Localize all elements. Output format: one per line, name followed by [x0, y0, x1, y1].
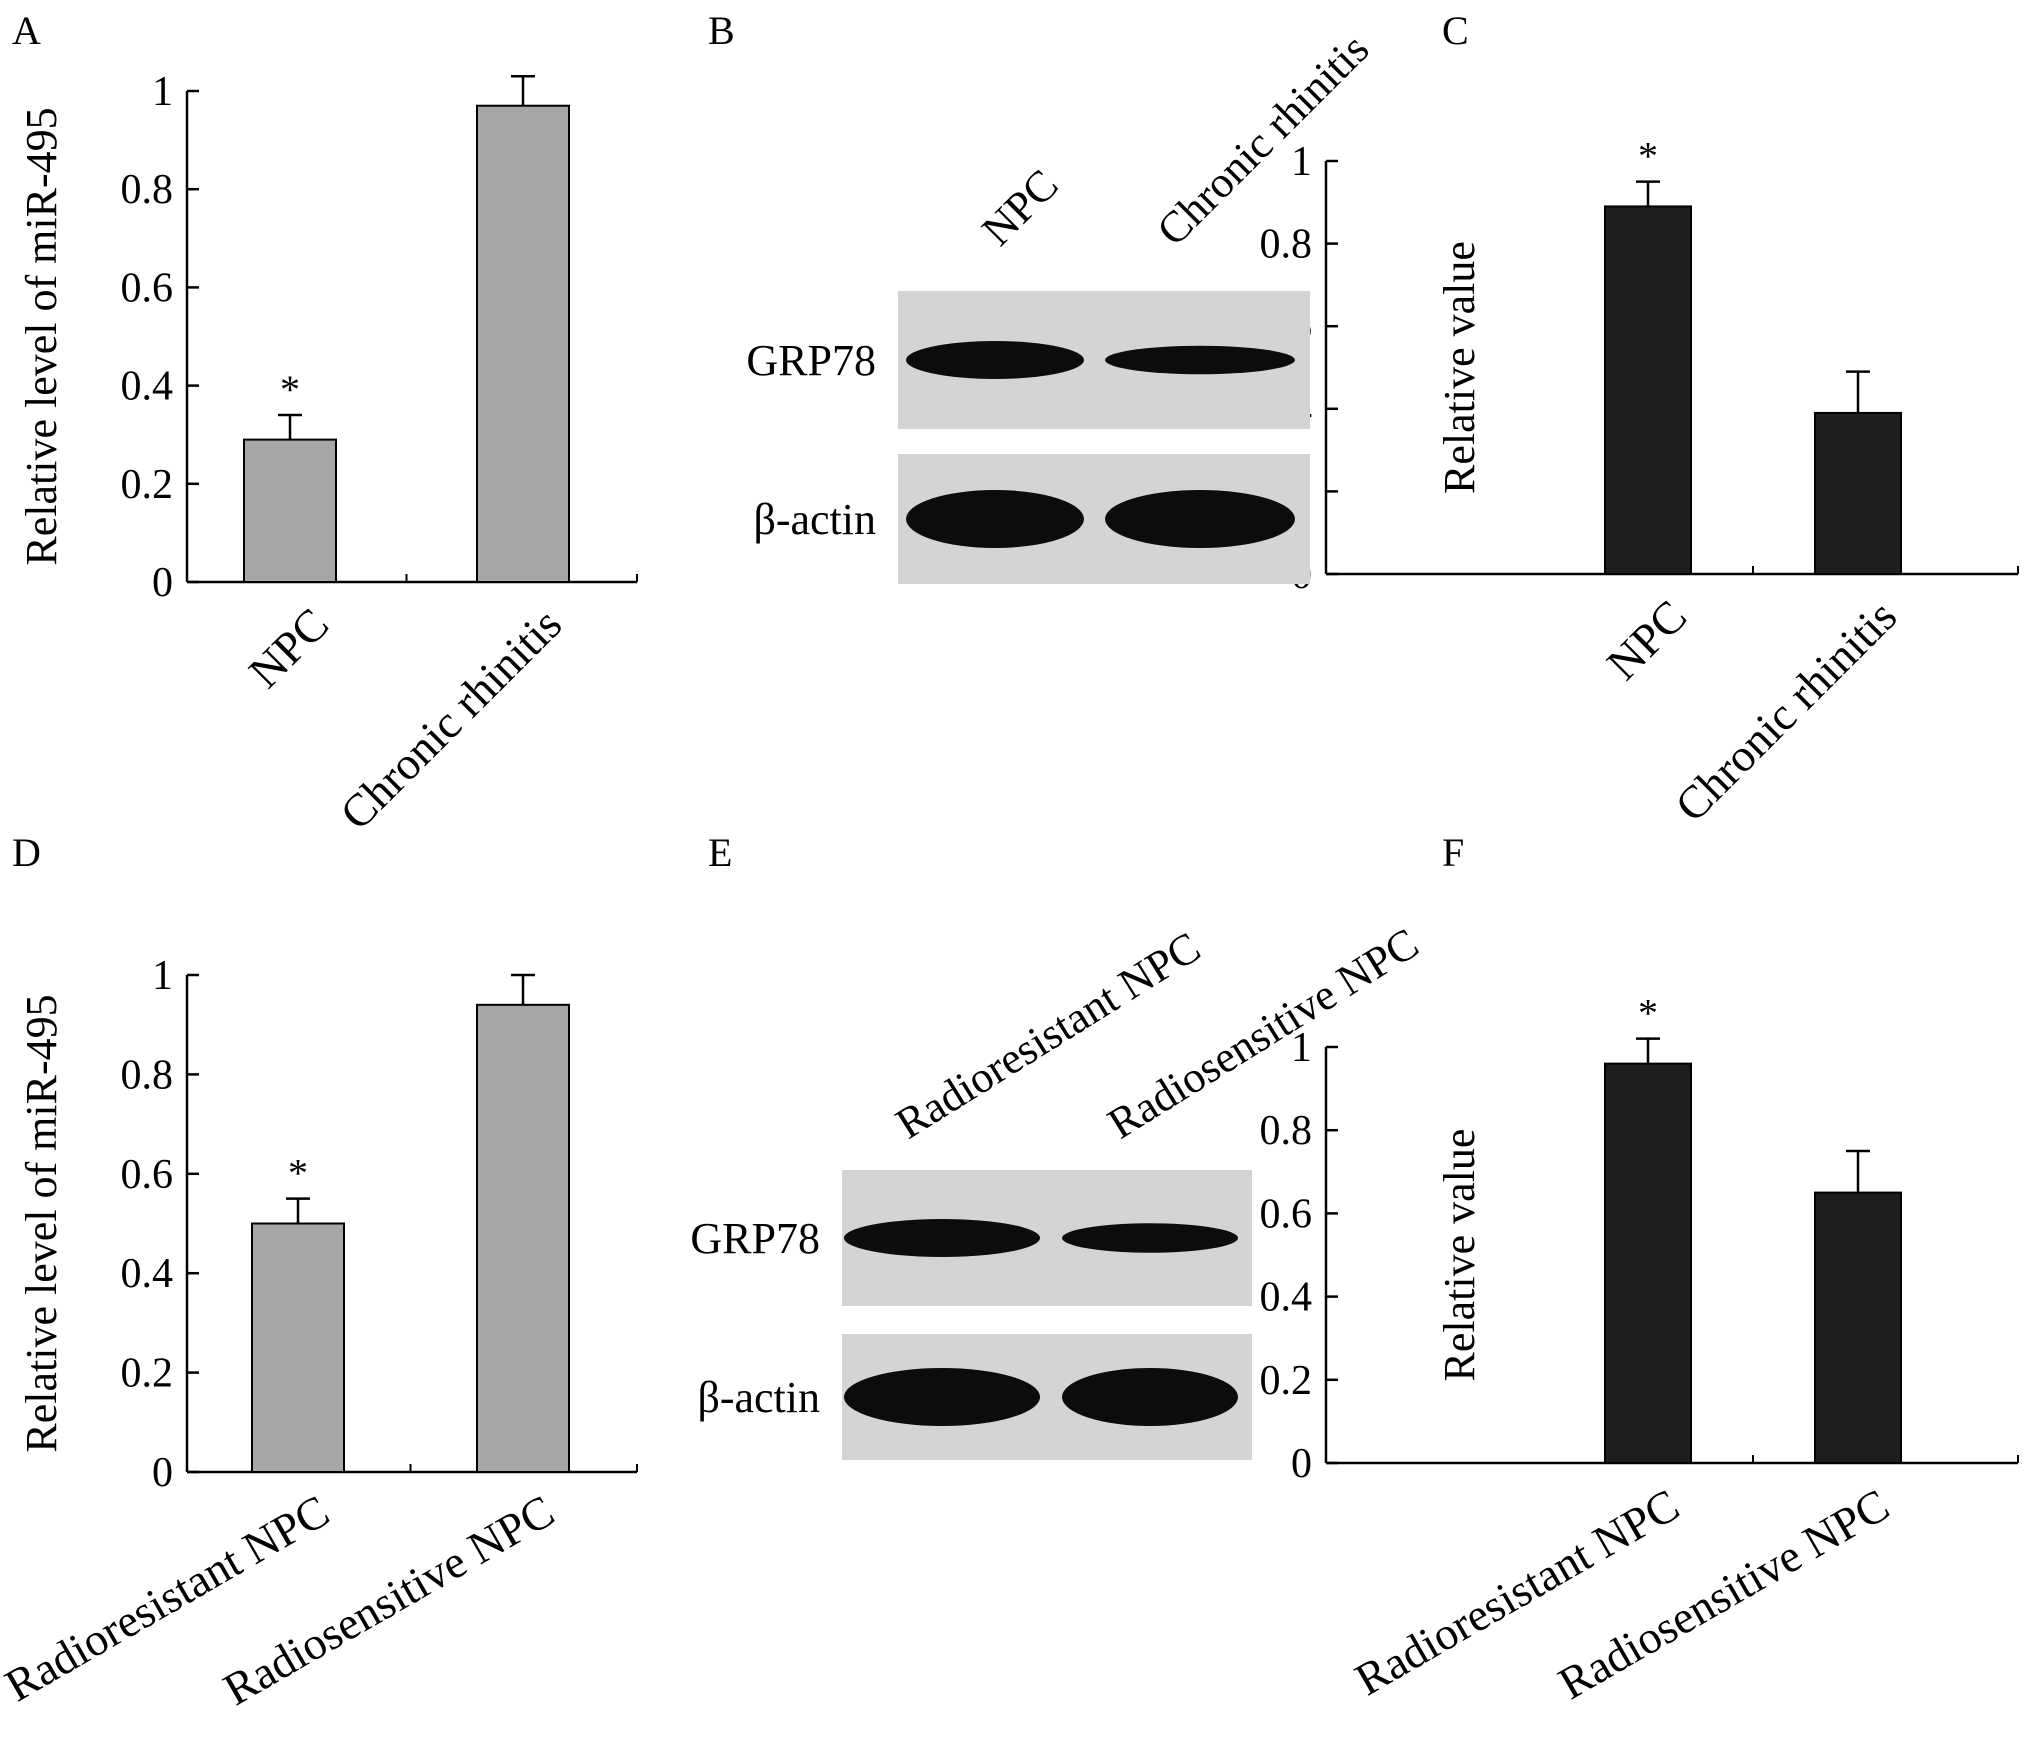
blot-band-b-1-1 [906, 341, 1084, 379]
bar-d-1 [251, 1222, 345, 1473]
blot-lane-label-b-2: Chronic rhinitis [1147, 24, 1378, 255]
significance-marker-c: * [1638, 134, 1658, 179]
y-tick-label-a: 0.2 [121, 462, 174, 508]
bar-c-2 [1814, 411, 1902, 575]
y-tick-label-f: 0.2 [1260, 1358, 1313, 1404]
y-tick-label-d: 1 [152, 953, 173, 999]
bar-f-2 [1814, 1191, 1902, 1464]
y-tick-label-a: 0.8 [121, 167, 174, 213]
blot-row-label-b-1: GRP78 [746, 336, 876, 385]
blot-row-label-e-2: β-actin [697, 1373, 820, 1422]
y-axis-title-f: Relative value [1435, 1129, 1484, 1382]
panel-letter-e: E [708, 830, 732, 875]
y-axis-title-a: Relative level of miR-495 [17, 107, 66, 565]
western-blot-panel-b: GRP78 β-actin NPC Chronic rhinitis [746, 24, 1378, 584]
y-tick-label-d: 0 [152, 1450, 173, 1496]
y-tick-label-a: 0 [152, 560, 173, 606]
significance-marker-f: * [1638, 991, 1658, 1036]
y-tick-label-d: 0.8 [121, 1052, 174, 1098]
y-axis-title-c: Relative value [1435, 241, 1484, 494]
y-tick-label-f: 0.6 [1260, 1191, 1313, 1237]
panel-letter-a: A [12, 8, 41, 53]
blot-band-b-2-2 [1105, 490, 1295, 548]
significance-marker-a: * [280, 367, 300, 412]
blot-band-e-1-1 [844, 1219, 1040, 1257]
category-label-a-2: Chronic rhinitis [330, 598, 571, 839]
category-label-c-1: NPC [1597, 590, 1696, 689]
bar-chart-panel-a: 0 0.2 0.4 0.6 0.8 1 Relative level of miR-495 *… [17, 69, 638, 839]
y-tick-label-d: 0.6 [121, 1152, 174, 1198]
y-tick-label-c: 1 [1291, 139, 1312, 185]
blot-band-b-1-2 [1105, 345, 1295, 375]
y-tick-label-f: 1 [1291, 1025, 1312, 1071]
y-tick-label-a: 0.4 [121, 364, 174, 410]
panel-letter-d: D [12, 830, 41, 875]
y-tick-label-a: 0.6 [121, 265, 174, 311]
panel-letter-c: C [1442, 8, 1469, 53]
bar-a-2 [476, 104, 570, 583]
bar-a-1 [243, 438, 337, 583]
category-label-a-1: NPC [239, 598, 338, 697]
blot-lane-label-b-1: NPC [972, 160, 1067, 255]
bar-chart-panel-d: 0 0.2 0.4 0.6 0.8 1 Relative level of miR-495 *… [0, 953, 638, 1715]
bar-f-1 [1604, 1062, 1692, 1464]
y-tick-label-a: 1 [152, 69, 173, 115]
blot-band-e-2-1 [844, 1368, 1040, 1426]
y-tick-label-d: 0.4 [121, 1251, 174, 1297]
panel-letter-b: B [708, 8, 735, 53]
y-tick-label-f: 0 [1291, 1441, 1312, 1487]
category-label-c-2: Chronic rhinitis [1665, 590, 1906, 831]
blot-band-b-2-1 [906, 490, 1084, 548]
y-tick-label-f: 0.8 [1260, 1108, 1313, 1154]
blot-band-e-2-2 [1062, 1368, 1238, 1426]
blot-row-label-e-1: GRP78 [690, 1214, 820, 1263]
y-tick-label-c: 0.8 [1260, 222, 1313, 268]
bar-c-1 [1604, 205, 1692, 575]
y-tick-label-d: 0.2 [121, 1351, 174, 1397]
bar-d-2 [476, 1003, 570, 1473]
y-tick-label-f: 0.4 [1260, 1275, 1313, 1321]
y-axis-title-d: Relative level of miR-495 [17, 994, 66, 1452]
significance-marker-d: * [288, 1151, 308, 1196]
blot-band-e-1-2 [1062, 1223, 1238, 1253]
blot-row-label-b-2: β-actin [753, 495, 876, 544]
panel-letter-f: F [1442, 830, 1464, 875]
